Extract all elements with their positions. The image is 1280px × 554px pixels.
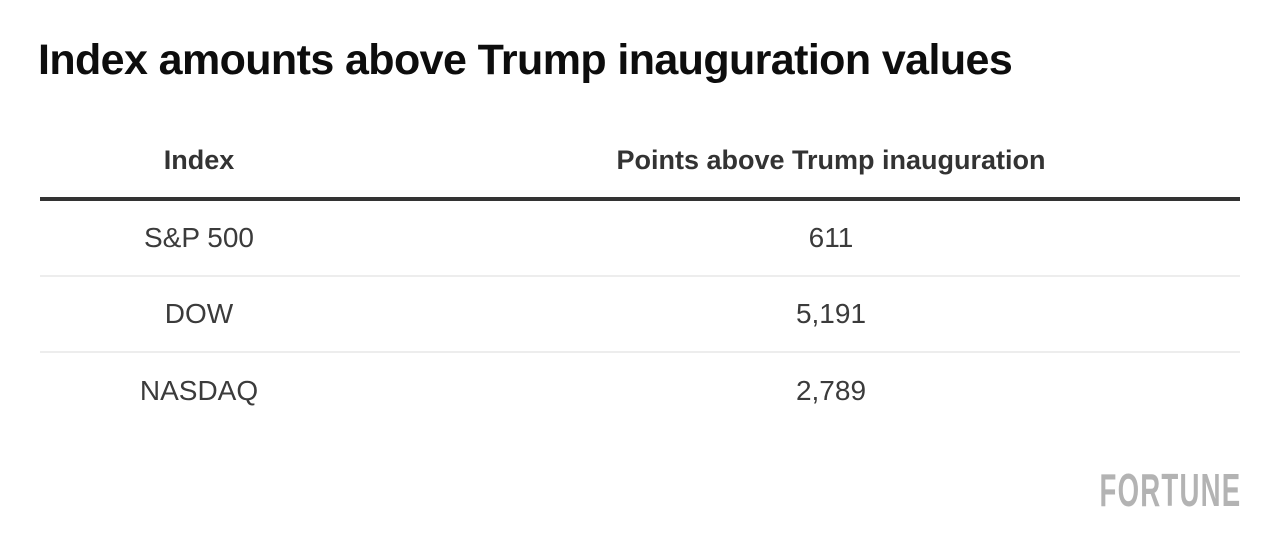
points-cell-sp500: 611 xyxy=(808,222,854,253)
table-row-sp500: S&P 500 611 xyxy=(40,201,1240,277)
index-cell-nasdaq: NASDAQ xyxy=(139,375,259,406)
fortune-logo: FORTUNE xyxy=(1099,464,1241,516)
table-row-nasdaq: NASDAQ 2,789 xyxy=(40,353,1240,429)
chart-title: Index amounts above Trump inauguration v… xyxy=(38,36,1013,84)
index-cell-dow: DOW xyxy=(164,298,234,329)
data-table: Index Points above Trump inauguration S&… xyxy=(40,124,1240,429)
table-header-row: Index Points above Trump inauguration xyxy=(40,124,1240,201)
column-header-index: Index xyxy=(163,145,235,175)
table-row-dow: DOW 5,191 xyxy=(40,277,1240,353)
index-cell-sp500: S&P 500 xyxy=(143,222,255,253)
points-cell-nasdaq: 2,789 xyxy=(795,375,867,406)
column-header-points: Points above Trump inauguration xyxy=(616,145,1046,175)
points-cell-dow: 5,191 xyxy=(795,298,867,329)
